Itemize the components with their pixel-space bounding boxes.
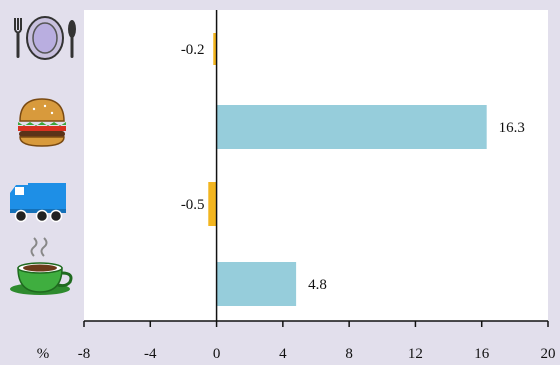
truck-icon [10,183,66,223]
unit-label: % [37,346,50,362]
bar-transport [208,182,217,226]
x-tick-label: 4 [279,346,287,362]
x-tick-label: -8 [78,346,91,362]
x-tick-label: 12 [408,346,423,362]
plate-cutlery-icon [14,16,76,60]
x-tick-label: -4 [144,346,157,362]
bar-coffee [216,262,297,306]
data-label: -0.2 [181,42,205,58]
data-label: -0.5 [181,197,205,213]
x-tick-label: 20 [541,346,556,362]
x-tick-label: 8 [345,346,353,362]
bar-dining [213,33,217,65]
data-label: 16.3 [499,120,525,136]
data-label: 4.8 [308,277,327,293]
coffee-cup-icon [10,237,73,295]
x-tick-label: 16 [474,346,490,362]
plot-area [84,10,548,321]
bar-fast-food [216,105,487,149]
hamburger-icon [18,98,66,147]
x-tick-label: 0 [213,346,221,362]
